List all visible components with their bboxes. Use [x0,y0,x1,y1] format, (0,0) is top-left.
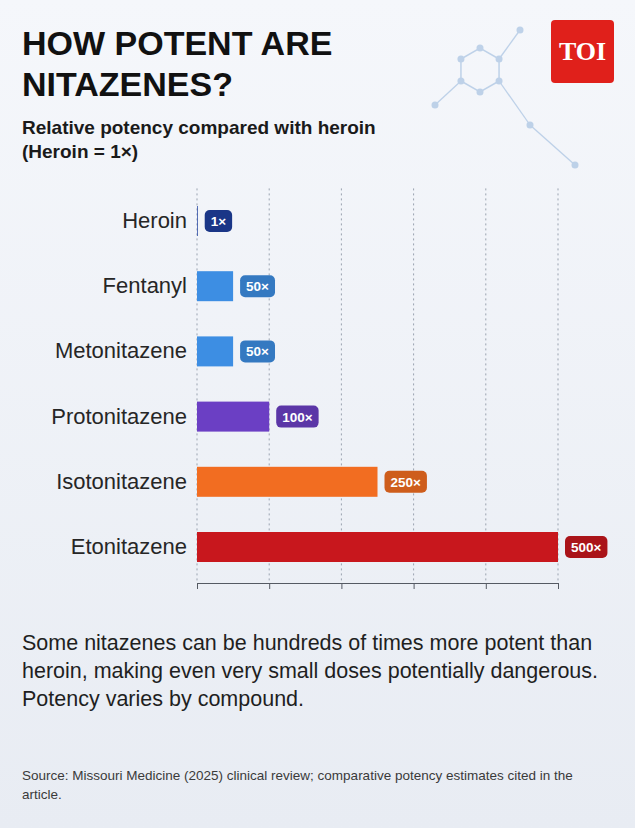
tick: Etonitazene [71,534,187,559]
molecule-atom [496,56,503,63]
text-line: Some nitazenes can be hundreds of times … [22,631,592,655]
molecule-bond [499,81,530,125]
data-label: 1× [205,210,232,232]
logo-text: TOI [559,37,606,66]
chart: TOI HOW POTENT ARENITAZENES? Relative pote… [0,0,635,828]
category-label: Heroin [122,208,187,233]
molecule-atom [496,78,503,85]
grid-line [197,188,198,583]
molecule-atom [517,27,524,34]
caption: Some nitazenes can be hundreds of times … [22,631,598,711]
bar [197,467,378,497]
text-line: Relative potency compared with heroin [22,117,376,138]
tick [197,583,198,589]
background [0,0,635,828]
bar [197,206,198,236]
molecule-bond [530,125,575,165]
category-label: Isotonitazene [56,469,187,494]
molecule-atom [477,45,484,52]
category-label: Metonitazene [55,338,187,363]
label-text: 500× [571,540,602,555]
tick-mark [341,583,342,589]
grid-line [485,188,486,583]
subtitle: Relative potency compared with heroin (He… [22,117,376,162]
data-label: 50× [240,340,275,362]
tick-mark [558,583,559,589]
category-label: Etonitazene [71,534,187,559]
tick [558,583,559,589]
label-badge [565,536,607,558]
bar [197,402,269,432]
tick [341,583,342,589]
grid-line [341,188,342,583]
molecule-atom [457,78,464,85]
text-line: (Heroin = 1×) [22,141,138,162]
molecule-atom [477,89,484,96]
title: HOW POTENT ARENITAZENES? [22,24,332,103]
molecule-atom [572,162,579,169]
grid-line [413,188,414,583]
molecule-atom [457,56,464,63]
bar [197,336,233,366]
label-badge [240,275,275,297]
tick: Heroin [122,208,187,233]
label-text: 100× [282,410,313,425]
grid-line [558,188,559,583]
bar [197,532,558,562]
tick: Fentanyl [103,273,187,298]
label-text: 250× [391,475,422,490]
tick-mark [414,583,415,589]
source: Source: Missouri Medicine (2025) clinica… [22,768,573,802]
data-labels: 1× 50× 50× 100× 250× 500× [205,210,608,558]
label-text: 50× [246,344,269,359]
label-text: 1× [211,214,227,229]
molecule-atom [432,102,439,109]
tick: Protonitazene [51,404,187,429]
text-line: heroin, making even very small doses pot… [22,659,598,683]
molecule-atom [527,122,534,129]
data-label: 250× [385,471,427,493]
data-label: 500× [565,536,607,558]
tick [269,583,270,589]
text-line: NITAZENES? [22,65,233,103]
label-text: 50× [246,279,269,294]
category-label: Fentanyl [103,273,187,298]
label-badge [385,471,427,493]
category-label: Protonitazene [51,404,187,429]
bar [197,271,233,301]
bars [197,206,558,562]
molecule-bond [435,81,461,105]
text-line: Potency varies by compound. [22,687,304,711]
text-line: HOW POTENT ARE [22,24,332,62]
tick-mark [486,583,487,589]
tick-mark [269,583,270,589]
text-line: article. [22,787,62,802]
grid-line [269,188,270,583]
tick: Isotonitazene [56,469,187,494]
tick-mark [197,583,198,589]
tick [486,583,487,589]
text-line: Source: Missouri Medicine (2025) clinica… [22,768,573,783]
y-axis: Heroin Fentanyl Metonitazene Protonitazene I… [51,208,187,559]
x-axis [198,583,559,589]
label-badge [240,340,275,362]
molecule-ring [461,48,499,92]
tick: Metonitazene [55,338,187,363]
data-label: 100× [276,406,318,428]
axis-line [198,583,559,584]
label-badge [276,406,318,428]
tick [414,583,415,589]
data-label: 50× [240,275,275,297]
logo-box [551,20,614,83]
grid [197,188,558,583]
label-badge [205,210,232,232]
molecule-bond [499,30,520,59]
